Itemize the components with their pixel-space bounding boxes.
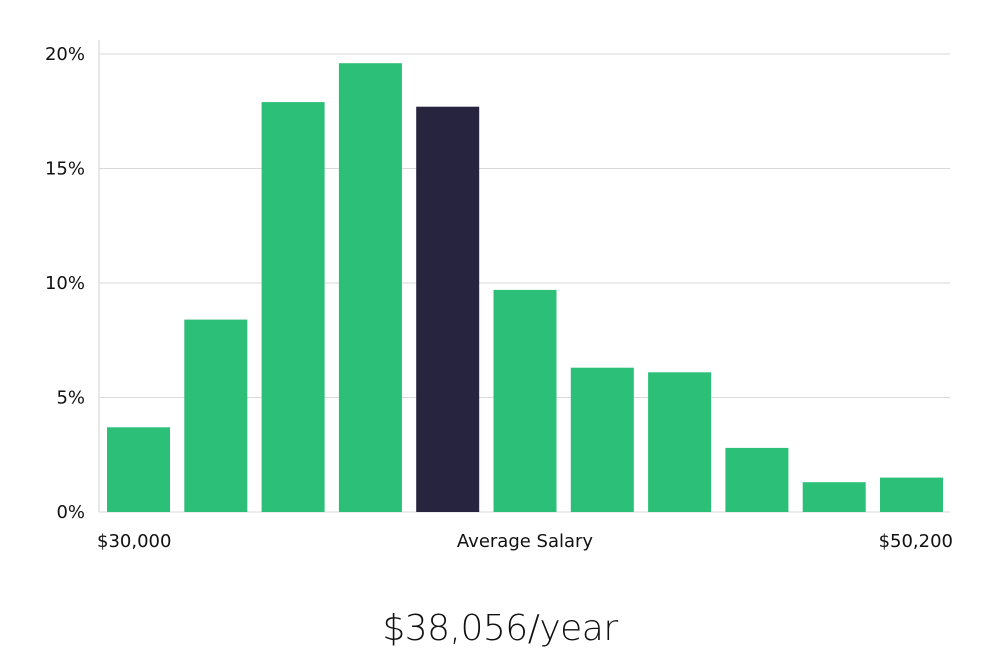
y-tick-label: 15% — [45, 159, 85, 180]
y-tick-label: 0% — [56, 502, 85, 523]
bar — [184, 319, 248, 512]
y-tick-label: 5% — [56, 388, 85, 409]
x-max-label: $50,200 — [879, 531, 953, 552]
bar-highlight-average — [416, 106, 480, 512]
bar — [802, 482, 866, 512]
bar — [880, 477, 943, 512]
bar — [338, 63, 402, 512]
bar — [725, 447, 789, 512]
x-axis-title: Average Salary — [457, 531, 594, 552]
bar — [648, 372, 712, 512]
average-salary-value: $38,056/year — [382, 608, 618, 649]
bars-layer — [107, 63, 943, 512]
x-min-label: $30,000 — [97, 531, 171, 552]
bar — [570, 367, 634, 512]
bar — [107, 427, 170, 512]
y-tick-label: 10% — [45, 273, 85, 294]
y-tick-label: 20% — [45, 44, 85, 65]
bar — [261, 102, 325, 512]
y-axis-ticks: 0% 5% 10% 15% 20% — [45, 44, 85, 523]
bar — [493, 289, 557, 512]
